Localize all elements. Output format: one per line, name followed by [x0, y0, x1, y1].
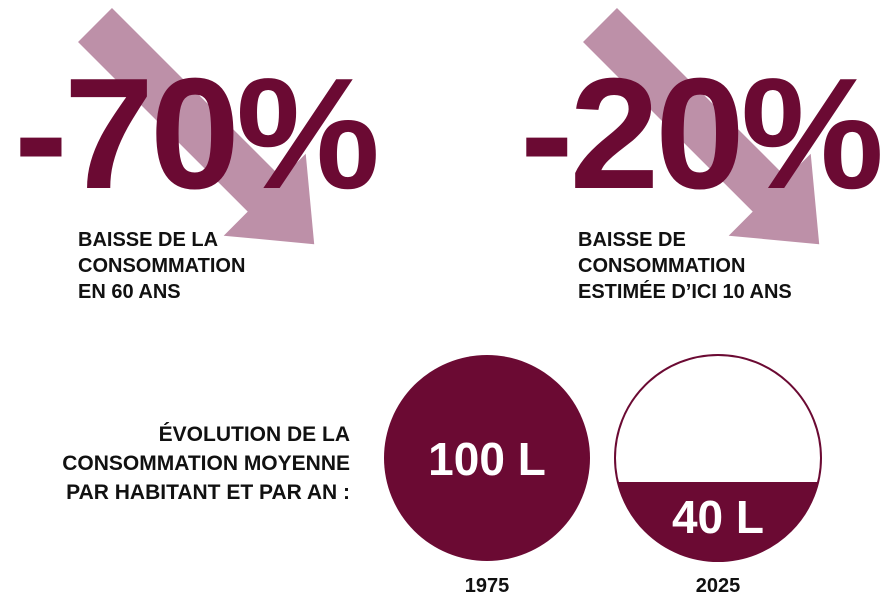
year: 2025: [696, 575, 741, 597]
evolution-label: ÉVOLUTION DE LA: [159, 423, 350, 446]
circle-value: 40 L: [672, 491, 764, 543]
circle-full: [384, 355, 590, 561]
stat-caption: CONSOMMATION: [578, 255, 745, 277]
stat-value: -70%: [14, 46, 377, 222]
stat-caption: ESTIMÉE D’ICI 10 ANS: [578, 280, 792, 303]
stat-caption: BAISSE DE LA: [78, 229, 218, 251]
stat-caption: CONSOMMATION: [78, 255, 245, 277]
circle-outline: [614, 354, 822, 562]
arrow: [78, 8, 315, 245]
evolution-label: CONSOMMATION MOYENNE: [62, 452, 350, 475]
stat-value: -20%: [520, 46, 881, 222]
year: 1975: [465, 575, 510, 597]
stat-caption: EN 60 ANS: [78, 281, 181, 303]
evolution-label: PAR HABITANT ET PAR AN :: [66, 481, 350, 504]
arrow: [583, 8, 820, 245]
stat-caption: BAISSE DE: [578, 229, 686, 251]
circle-value: 100 L: [428, 433, 546, 485]
